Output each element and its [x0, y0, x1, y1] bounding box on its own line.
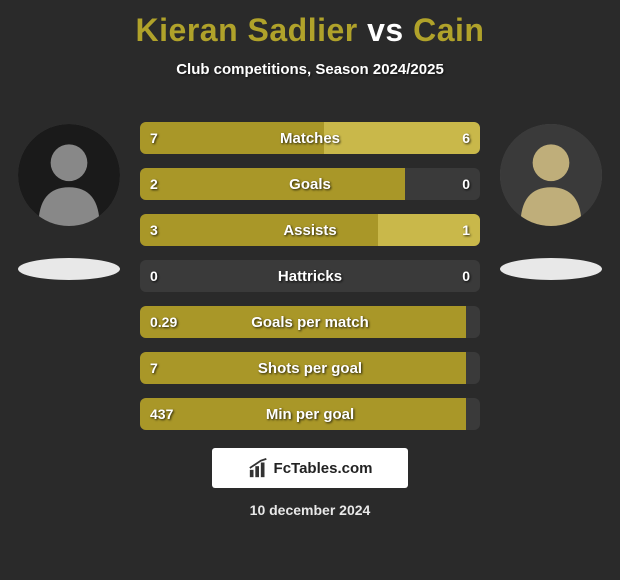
- chart-icon: [248, 457, 270, 479]
- stat-value-right: 0: [452, 168, 480, 200]
- title-vs: vs: [367, 12, 404, 48]
- stat-row: 437Min per goal: [140, 398, 480, 430]
- comparison-title: Kieran Sadlier vs Cain: [0, 0, 620, 49]
- player2-shadow: [500, 258, 602, 280]
- avatar-placeholder-icon: [500, 124, 602, 226]
- stat-bar-left-fill: [140, 398, 466, 430]
- avatar-placeholder-icon: [18, 124, 120, 226]
- date-label: 10 december 2024: [0, 502, 620, 518]
- stat-value-left: 0: [140, 260, 168, 292]
- stat-bar-right-fill: [378, 214, 480, 246]
- stat-bar-right-fill: [324, 122, 480, 154]
- stat-bar-left-fill: [140, 122, 324, 154]
- logo-text: FcTables.com: [274, 460, 373, 477]
- player1-avatar: [18, 124, 120, 226]
- stat-bar-left-fill: [140, 306, 466, 338]
- player2-avatar: [500, 124, 602, 226]
- stat-bar-left-fill: [140, 352, 466, 384]
- stat-bar-left-fill: [140, 214, 378, 246]
- player1-shadow: [18, 258, 120, 280]
- stat-bars-container: 76Matches20Goals31Assists00Hattricks0.29…: [140, 122, 480, 444]
- title-player2: Cain: [413, 12, 484, 48]
- source-logo: FcTables.com: [212, 448, 408, 488]
- stat-bar-left-fill: [140, 168, 405, 200]
- stat-row: 0.29Goals per match: [140, 306, 480, 338]
- title-player1: Kieran Sadlier: [136, 12, 358, 48]
- stat-value-right: 0: [452, 260, 480, 292]
- stat-row: 0 0Hattricks: [140, 260, 480, 292]
- stat-label: Hattricks: [140, 260, 480, 292]
- stat-row: 7Shots per goal: [140, 352, 480, 384]
- stat-row: 31Assists: [140, 214, 480, 246]
- stat-row: 76Matches: [140, 122, 480, 154]
- stat-row: 20Goals: [140, 168, 480, 200]
- subtitle: Club competitions, Season 2024/2025: [0, 61, 620, 78]
